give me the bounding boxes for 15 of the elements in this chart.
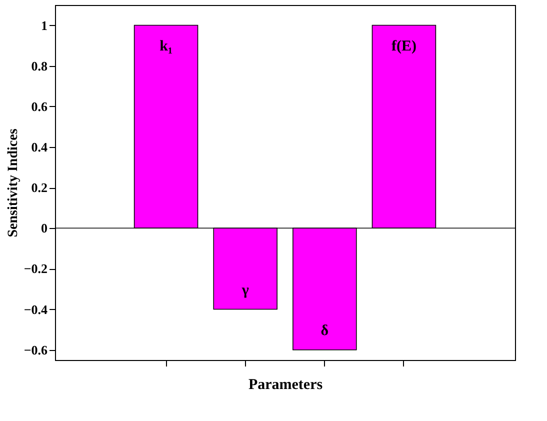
y-tick-label: −0.4 (24, 302, 48, 317)
y-tick-label: 0.8 (31, 58, 48, 74)
x-tick-label: f(E) (391, 38, 416, 54)
y-tick-label: 0.6 (31, 98, 48, 114)
x-axis-title: Parameters (248, 377, 323, 393)
y-tick-label: 1 (41, 18, 48, 33)
y-tick-label: −0.2 (24, 261, 48, 276)
y-tick-label: −0.6 (24, 342, 48, 358)
y-tick-label: 0.4 (31, 140, 48, 154)
y-axis-title: Sensitivity Indices (6, 128, 21, 238)
x-tick-label: δ (320, 322, 329, 339)
y-tick-label: 0.2 (31, 180, 48, 196)
x-tick-label: γ (240, 282, 249, 298)
x-tick-label: k₁ (160, 38, 172, 54)
y-tick-label: 0 (41, 220, 48, 236)
